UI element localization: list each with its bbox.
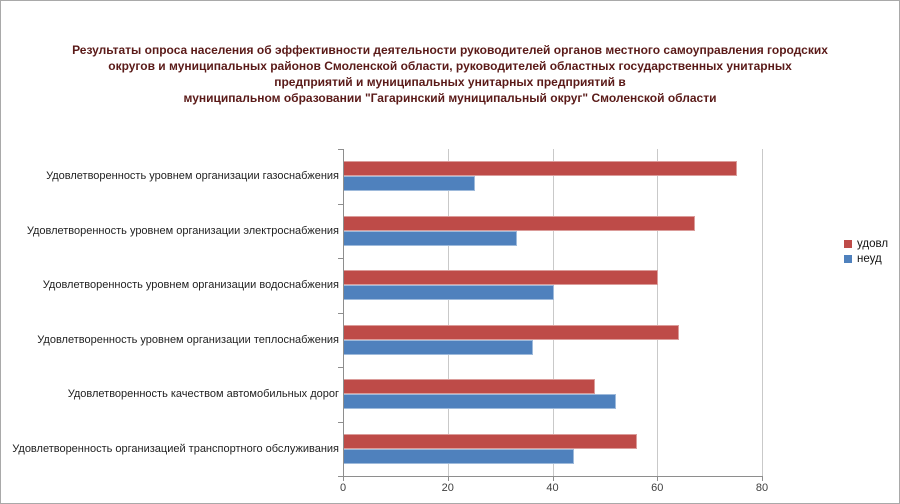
- legend-swatch-удовл: [844, 240, 852, 248]
- chart-title-line: Результаты опроса населения об эффективн…: [72, 43, 828, 57]
- x-axis-tick: [552, 476, 554, 481]
- chart-title-line: муниципальном образовании "Гагаринский м…: [183, 91, 717, 105]
- chart-title: Результаты опроса населения об эффективн…: [21, 42, 879, 106]
- gridline: [552, 149, 554, 476]
- bar-row: [344, 204, 763, 259]
- y-axis-tick: [338, 421, 344, 423]
- x-axis-tick: [657, 476, 659, 481]
- x-axis-tick: [762, 476, 763, 481]
- category-label: Удовлетворенность уровнем организации га…: [46, 170, 339, 183]
- bar-удовл: [344, 270, 659, 286]
- plot-area: [338, 149, 763, 481]
- x-axis-tick-label: 80: [755, 482, 769, 494]
- bar-удовл: [344, 379, 596, 395]
- category-label: Удовлетворенность уровнем организации те…: [37, 333, 339, 346]
- y-axis-tick: [338, 312, 344, 314]
- x-axis-tick-label: 0: [339, 482, 347, 494]
- y-axis-tick: [338, 367, 344, 368]
- category-label: Удовлетворенность уровнем организации во…: [42, 279, 339, 292]
- category-label: Удовлетворенность качеством автомобильны…: [67, 388, 339, 401]
- category-axis-labels: Удовлетворенность уровнем организации га…: [3, 149, 339, 476]
- y-axis-tick: [338, 476, 344, 477]
- chart-title-line: предприятий и муниципальных унитарных пр…: [274, 75, 626, 89]
- gridline: [447, 149, 449, 476]
- bar-неуд: [344, 230, 517, 246]
- bar-неуд: [344, 285, 554, 301]
- x-axis-tick-label: 40: [546, 482, 559, 494]
- category-label: Удовлетворенность уровнем организации эл…: [26, 224, 339, 237]
- category-label: Удовлетворенность организацией транспорт…: [12, 442, 339, 455]
- bar-row: [344, 313, 763, 368]
- bar-неуд: [344, 448, 575, 464]
- bar-неуд: [344, 339, 533, 355]
- bar-удовл: [344, 215, 695, 231]
- legend-label: удовл: [857, 238, 889, 250]
- bar-row: [344, 258, 763, 313]
- gridline: [762, 149, 763, 476]
- bar-row: [344, 367, 763, 422]
- legend-swatch-неуд: [844, 255, 852, 263]
- bar-удовл: [344, 433, 638, 449]
- bar-удовл: [344, 324, 680, 340]
- x-axis-tick-label: 20: [441, 482, 454, 494]
- legend: удовл неуд: [844, 238, 888, 265]
- bar-row: [344, 422, 763, 477]
- chart-title-line: округов и муниципальных районов Смоленск…: [108, 59, 792, 73]
- bar-неуд: [344, 394, 617, 410]
- bar-удовл: [344, 161, 737, 177]
- y-axis-tick: [338, 203, 344, 205]
- value-axis-labels: 0 20 40 60 80: [339, 482, 768, 496]
- legend-item: удовл: [844, 238, 888, 250]
- gridline: [657, 149, 659, 476]
- bar-неуд: [344, 176, 475, 192]
- x-axis-tick-label: 60: [651, 482, 664, 494]
- legend-item: неуд: [844, 253, 888, 265]
- legend-label: неуд: [857, 253, 882, 265]
- x-axis-tick: [343, 476, 344, 481]
- x-axis-tick: [447, 476, 449, 481]
- bar-row: [344, 149, 763, 204]
- y-axis-tick: [338, 258, 344, 259]
- y-axis-tick: [338, 149, 344, 150]
